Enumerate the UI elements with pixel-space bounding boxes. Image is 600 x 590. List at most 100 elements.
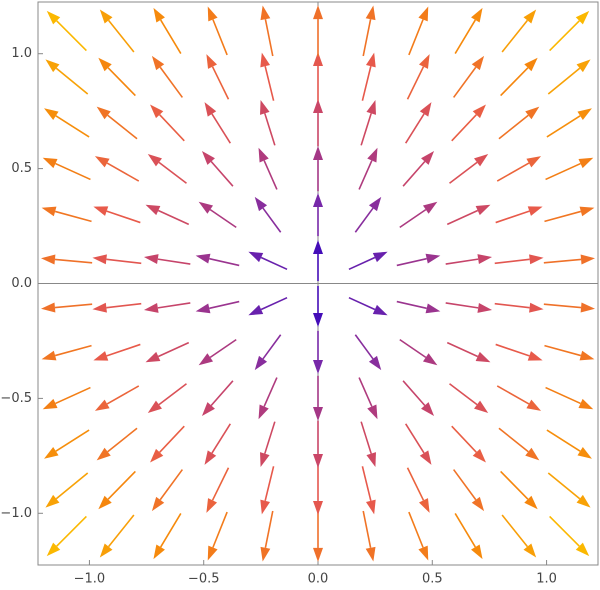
arrow-head [523,543,537,558]
arrow-shaft [402,380,426,407]
arrow-head [260,99,270,115]
arrow-head [145,351,161,363]
arrow [545,386,594,410]
arrow-shaft [446,341,479,358]
arrow-head [422,353,438,366]
arrow [360,421,376,468]
arrow-shaft [211,423,232,454]
arrow-head [40,254,56,265]
arrow [451,425,486,463]
arrow [313,52,323,102]
arrow-head [201,151,215,165]
arrow-shaft [262,334,282,360]
arrow-shaft [500,470,529,500]
y-tick-label: −0.5 [0,391,32,406]
arrow [258,377,278,420]
arrow [207,6,228,56]
arrow-head [41,206,57,217]
arrow-shaft [107,427,138,453]
arrow-shaft [212,511,228,548]
arrow [260,52,275,101]
arrow [93,343,141,361]
y-tick-label: 0.5 [11,161,32,176]
arrow-shaft [501,19,529,53]
arrow-head [372,251,388,263]
arrow-shaft [547,67,581,95]
arrow-head [474,153,489,167]
arrow [147,153,187,184]
arrow [206,54,230,100]
arrow [248,296,288,316]
arrow-head [368,355,382,371]
arrow-head [523,9,537,24]
arrow [546,108,592,138]
x-tick-label: 0.0 [308,572,329,587]
arrow [145,341,190,363]
arrow-head [419,102,432,117]
arrow-shaft [451,114,477,142]
arrow-shaft [399,338,427,359]
arrow-head [207,6,218,22]
arrow-head [367,147,378,163]
arrow [354,334,382,371]
arrow [44,108,90,138]
arrow [151,55,184,98]
arrow-head [150,104,164,119]
arrow-head [147,153,162,167]
arrow-head [44,108,59,121]
arrow-head [92,254,107,265]
arrow-shaft [209,338,237,359]
arrow-shaft [159,66,184,98]
arrow [404,423,432,465]
arrow-head [471,544,483,560]
arrow-head [580,302,596,313]
arrow-shaft [445,302,479,309]
arrow-shaft [546,429,581,452]
arrow-shaft [209,257,240,267]
arrow [547,472,591,508]
arrow [153,513,182,560]
arrow-shaft [54,210,92,223]
arrow [545,157,594,181]
arrow [201,151,234,187]
arrow [445,302,493,313]
arrow [360,99,376,146]
arrow-shaft [495,343,530,357]
arrow-shaft [494,258,530,265]
arrow-shaft [210,160,234,187]
arrow-shaft [56,20,87,52]
arrow [396,253,441,267]
arrow-head [418,54,430,69]
arrow [195,300,240,314]
arrow-head [524,495,538,510]
arrow [41,206,92,223]
arrow-head [477,302,493,313]
arrow [446,204,491,226]
frame [37,1,599,566]
arrow [313,193,323,237]
arrow-head [98,495,112,510]
arrow-head [578,157,594,169]
arrow-shaft [406,66,425,100]
arrow-head [46,542,61,557]
arrow-shaft [210,380,234,407]
arrow-shaft [399,208,427,229]
arrow-shaft [360,421,372,454]
arrow-shaft [454,19,477,54]
arrow-shaft [106,302,142,309]
arrow-head [46,10,61,25]
arrow-head [367,404,378,420]
arrow-shaft [263,377,278,407]
arrow [98,470,136,510]
arrow-shaft [545,386,581,405]
arrow-head [475,204,491,216]
arrow [402,380,435,416]
arrow-head [198,201,214,214]
arrow-shaft [107,19,135,53]
arrow [260,466,275,515]
arrow-head [474,400,489,414]
arrow-head [151,55,165,71]
arrow [544,344,595,361]
arrow-shaft [452,66,477,98]
arrow [313,420,323,468]
